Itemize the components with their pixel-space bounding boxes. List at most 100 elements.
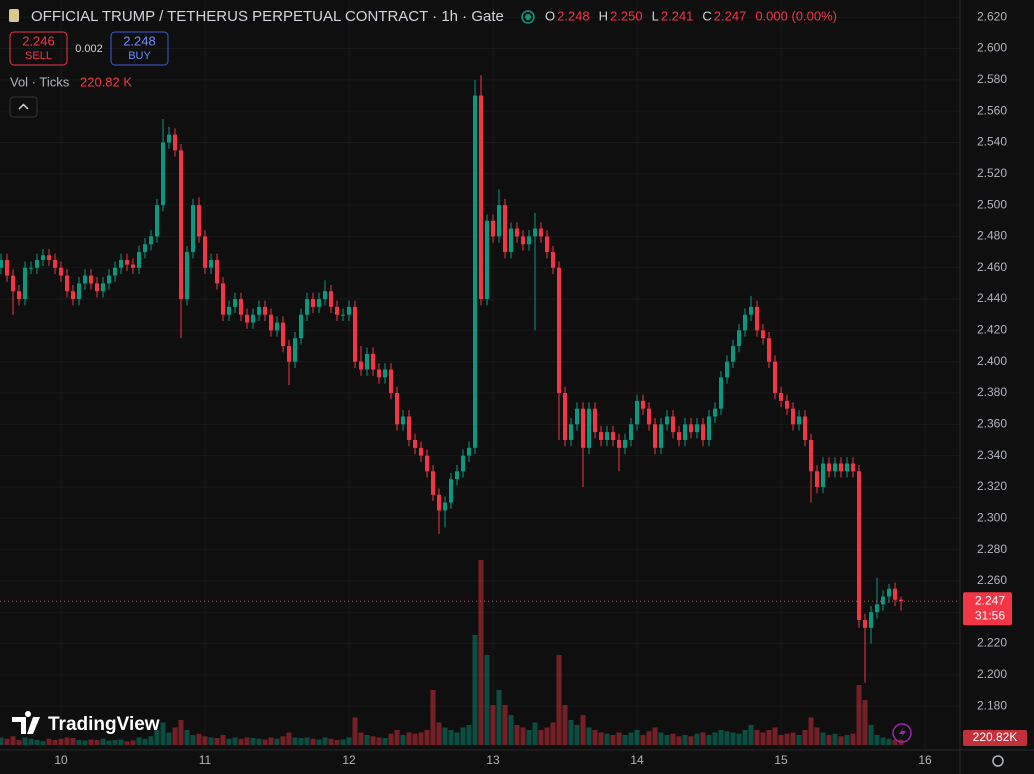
volume-bar <box>370 736 376 745</box>
volume-bar <box>454 732 460 745</box>
volume-bar <box>700 732 706 745</box>
candle-body <box>269 314 273 331</box>
candle-body <box>803 416 807 440</box>
last-price-label: 2.247 <box>975 593 1005 607</box>
x-tick-label: 13 <box>486 753 500 767</box>
volume-bar <box>508 715 514 745</box>
volume-bar <box>262 739 268 745</box>
volume-bar <box>862 700 868 745</box>
candle-body <box>575 408 579 425</box>
candle-body <box>737 330 741 347</box>
settings-button[interactable] <box>992 755 1004 767</box>
candle-body <box>221 283 225 315</box>
candle-body <box>557 267 561 394</box>
volume-bar <box>178 720 184 745</box>
volume-bar <box>724 731 730 745</box>
candle-body <box>0 259 3 268</box>
volume-bar <box>154 730 160 745</box>
candle-body <box>563 393 567 440</box>
candle-body <box>197 205 201 237</box>
candle-body <box>65 275 69 292</box>
lightning-button[interactable] <box>892 723 912 743</box>
volume-bar <box>538 730 544 745</box>
candle-body <box>113 267 117 276</box>
volume-bar <box>304 737 310 745</box>
y-tick-label: 2.380 <box>977 385 1007 399</box>
candle-body <box>797 416 801 425</box>
candle-body <box>677 432 681 440</box>
volume-bar <box>64 737 70 745</box>
candle-body <box>251 314 255 323</box>
candle-body <box>143 244 147 253</box>
candle-body <box>479 95 483 300</box>
volume-bar <box>214 738 220 745</box>
candle-body <box>59 267 63 276</box>
candle-body <box>323 291 327 300</box>
volume-bar <box>562 705 568 745</box>
candle-body <box>29 267 33 269</box>
candle-body <box>491 220 495 237</box>
candle-body <box>725 361 729 378</box>
candle-body <box>647 408 651 425</box>
candle-body <box>419 447 423 456</box>
y-tick-label: 2.180 <box>977 698 1007 712</box>
volume-bar <box>880 737 886 745</box>
countdown: 31:56 <box>975 608 1005 622</box>
volume-bar <box>40 741 46 745</box>
y-tick-label: 2.520 <box>977 166 1007 180</box>
candle-body <box>665 416 669 425</box>
volume-bar <box>568 720 574 745</box>
volume-bar <box>400 735 406 745</box>
candle-body <box>443 502 447 511</box>
volume-bar <box>376 737 382 745</box>
volume-bar <box>202 736 208 745</box>
volume-bar <box>34 740 40 745</box>
volume-bar <box>586 727 592 745</box>
volume-badge-label: 220.82K <box>973 730 1018 744</box>
volume-bar <box>142 738 148 745</box>
candle-body <box>95 283 99 292</box>
time-axis: 10 11 12 13 14 15 16 <box>54 753 932 767</box>
volume-bar <box>136 737 142 745</box>
volume-bar <box>550 722 556 745</box>
candle-body <box>581 408 585 448</box>
volume-bar <box>346 737 352 745</box>
candle-body <box>77 283 81 300</box>
volume-bar <box>502 705 508 745</box>
volume-bar <box>526 730 532 745</box>
volume-legend-value: 220.82 K <box>80 74 132 89</box>
candle-body <box>761 330 765 339</box>
volume-bar <box>742 730 748 745</box>
volume-bar <box>232 737 238 745</box>
candle-body <box>785 400 789 409</box>
volume-bar <box>736 733 742 745</box>
ohlc-legend: O 2.248 H 2.250 L 2.241 C 2.247 0.000 (0.00%) <box>545 8 837 23</box>
y-tick-label: 2.560 <box>977 103 1007 117</box>
volume-bar <box>892 740 898 745</box>
volume-bar <box>640 735 646 745</box>
candle-body <box>317 299 321 307</box>
volume-badge <box>963 730 1027 746</box>
candle-body <box>47 255 51 260</box>
sell-button[interactable] <box>9 31 68 66</box>
chart-title: OFFICIAL TRUMP / TETHERUS PERPETUAL CONT… <box>31 8 504 25</box>
volume-bar <box>106 740 112 745</box>
volume-bar <box>850 733 856 745</box>
x-tick-label: 15 <box>774 753 788 767</box>
collapse-button[interactable] <box>9 96 38 118</box>
chevron-icon <box>18 103 29 110</box>
candle-body <box>569 424 573 440</box>
volume-bar <box>406 732 412 745</box>
last-price-badge <box>963 592 1012 626</box>
volume-bar <box>664 735 670 745</box>
candle-body <box>167 134 171 143</box>
volume-bar <box>424 730 430 745</box>
candle-body <box>299 314 303 339</box>
candle-body <box>851 463 855 472</box>
volume-bar <box>832 733 838 745</box>
buy-button[interactable] <box>110 31 169 66</box>
volume-bar <box>58 738 64 745</box>
candle-body <box>71 291 75 300</box>
ohlc-key: C <box>702 8 711 23</box>
symbol-icon <box>9 9 19 22</box>
